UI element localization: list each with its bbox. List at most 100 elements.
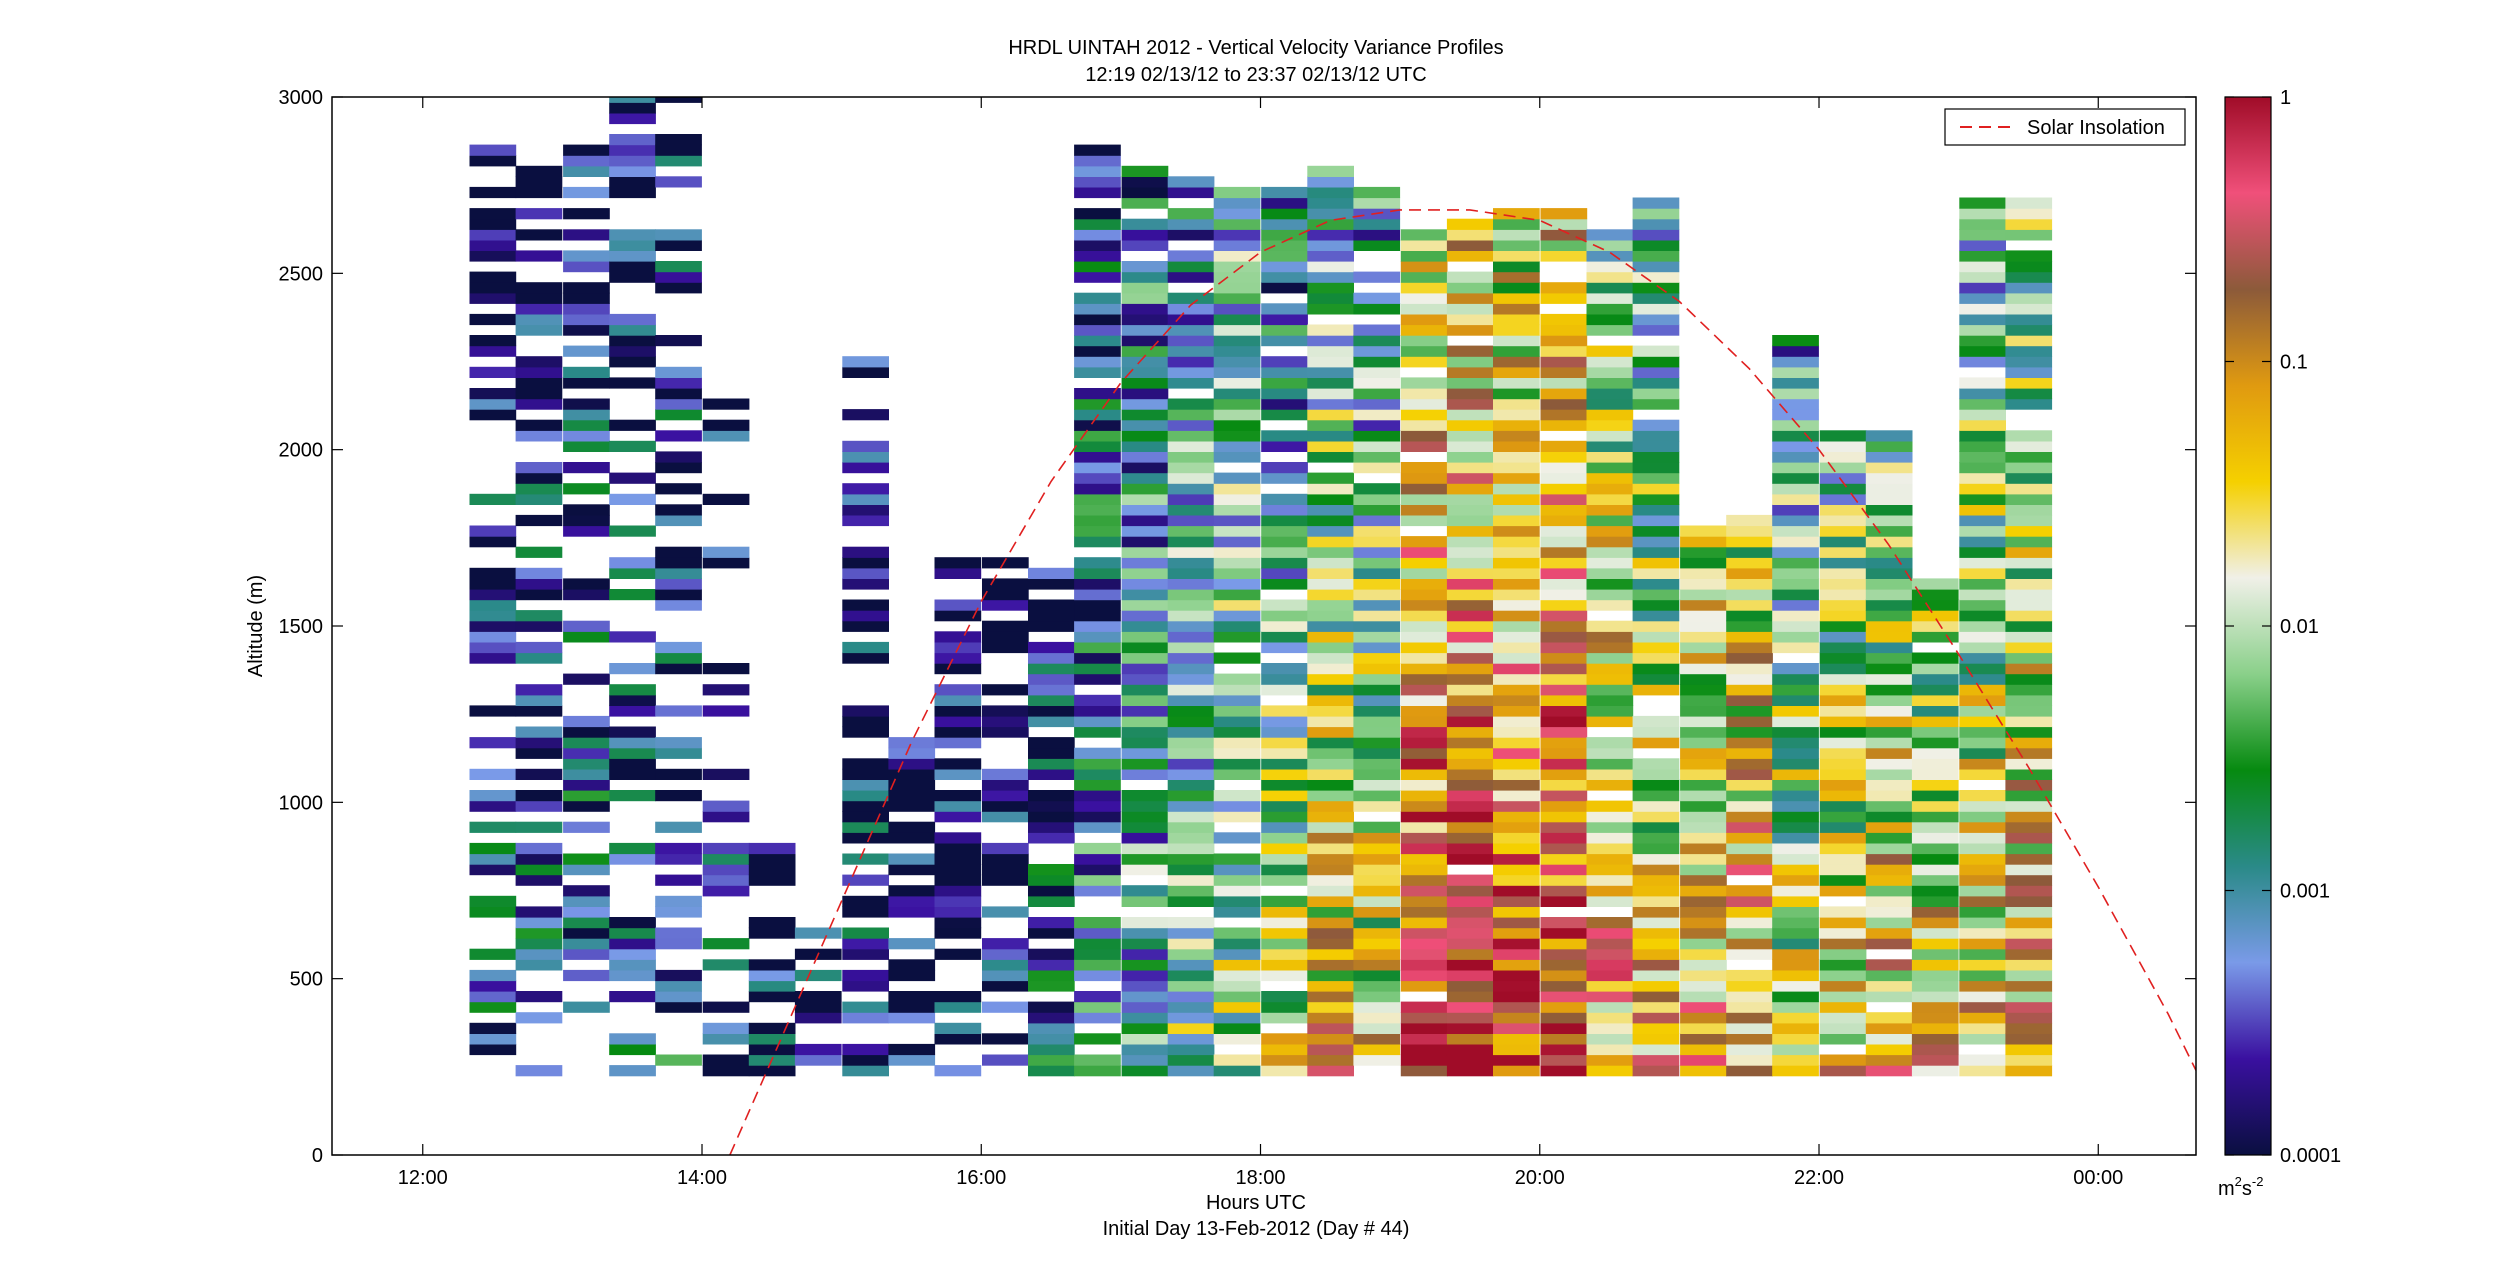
heatmap-cell (1819, 620, 1867, 632)
heatmap-cell (1772, 779, 1819, 791)
heatmap-cell (1680, 1054, 1727, 1066)
heatmap-cell (1307, 906, 1354, 918)
heatmap-cell (1540, 1065, 1588, 1077)
heatmap-cell (1353, 927, 1401, 939)
heatmap-cell (1632, 483, 1680, 495)
heatmap-cell (1586, 737, 1634, 749)
heatmap-cell (2005, 1012, 2053, 1024)
heatmap-cell (609, 1065, 656, 1077)
heatmap-cell (469, 144, 517, 156)
heatmap-cell (1261, 208, 1308, 220)
heatmap-cell (1074, 504, 1121, 516)
heatmap-cell (1586, 514, 1634, 527)
heatmap-cell (1493, 620, 1540, 632)
heatmap-cell (1680, 641, 1727, 654)
heatmap-cell (515, 906, 563, 918)
heatmap-cell (1632, 303, 1680, 315)
heatmap-cell (1493, 811, 1540, 823)
heatmap-cell (1911, 842, 1959, 855)
heatmap-cell (1493, 663, 1540, 675)
heatmap-cell (563, 747, 610, 759)
heatmap-cell (1167, 483, 1215, 495)
heatmap-cell (842, 938, 889, 950)
heatmap-cells (469, 97, 2053, 1077)
heatmap-cell (1540, 821, 1588, 833)
heatmap-cell (563, 737, 610, 749)
heatmap-cell (1400, 261, 1448, 273)
heatmap-cell (1307, 864, 1354, 876)
heatmap-cell (2005, 261, 2053, 273)
heatmap-cell (1307, 388, 1354, 400)
heatmap-cell (1167, 335, 1215, 347)
heatmap-cell (1261, 303, 1308, 315)
heatmap-cell (1680, 525, 1727, 537)
heatmap-cell (1959, 419, 2006, 431)
heatmap-cell (888, 832, 936, 844)
heatmap-cell (609, 938, 656, 950)
heatmap-cell (1959, 821, 2006, 833)
heatmap-cell (1586, 631, 1634, 643)
heatmap-cell (1819, 567, 1867, 579)
heatmap-cell (1586, 356, 1634, 368)
heatmap-cell (609, 991, 656, 1003)
heatmap-cell (1911, 768, 1959, 780)
heatmap-cell (1028, 610, 1075, 622)
heatmap-cell (1586, 959, 1634, 971)
heatmap-cell (1959, 853, 2006, 865)
heatmap-cell (1680, 620, 1727, 632)
heatmap-cell (1307, 779, 1354, 791)
unit-s: s (2242, 1178, 2252, 1200)
heatmap-cell (1493, 832, 1540, 844)
heatmap-cell (1074, 239, 1121, 251)
heatmap-cell (1261, 938, 1308, 950)
heatmap-cell (1167, 324, 1215, 336)
heatmap-cell (1493, 959, 1540, 971)
heatmap-cell (1167, 409, 1215, 421)
heatmap-cell (1726, 853, 1773, 865)
heatmap-cell (655, 874, 702, 886)
heatmap-cell (1446, 546, 1494, 558)
heatmap-cell (888, 906, 936, 918)
heatmap-cell (934, 1033, 982, 1045)
heatmap-cell (1074, 663, 1121, 675)
heatmap-cell (1400, 652, 1448, 664)
heatmap-cell (1121, 842, 1169, 855)
heatmap-cell (563, 440, 610, 452)
heatmap-cell (1400, 1001, 1448, 1013)
heatmap-cell (1028, 980, 1075, 992)
heatmap-cell (1353, 768, 1401, 780)
heatmap-cell (982, 599, 1029, 611)
heatmap-cell (1307, 832, 1354, 844)
heatmap-cell (1586, 842, 1634, 855)
heatmap-cell (609, 112, 656, 125)
heatmap-cell (702, 853, 750, 865)
heatmap-cell (655, 557, 702, 569)
heatmap-cell (1353, 525, 1401, 537)
heatmap-cell (1446, 747, 1494, 759)
heatmap-cell (1586, 864, 1634, 876)
colorbar-tick-label: 1 (2280, 87, 2291, 109)
heatmap-cell (1307, 197, 1354, 209)
heatmap-cell (1726, 980, 1773, 992)
heatmap-cell (1632, 388, 1680, 400)
heatmap-cell (1680, 589, 1727, 601)
heatmap-cell (1772, 747, 1819, 759)
x-axis: 12:00 14:00 16:00 18:00 20:00 22:00 00:00 (398, 97, 2123, 1189)
heatmap-cell (1680, 715, 1727, 728)
heatmap-cell (888, 790, 936, 802)
heatmap-cell (1959, 409, 2006, 421)
heatmap-cell (609, 927, 656, 939)
heatmap-cell (842, 874, 889, 886)
heatmap-cell (1167, 842, 1215, 855)
heatmap-cell (1726, 1033, 1773, 1045)
heatmap-cell (1121, 631, 1169, 643)
heatmap-cell (1167, 1043, 1215, 1056)
heatmap-cell (1353, 229, 1401, 241)
heatmap-cell (1959, 1054, 2006, 1066)
heatmap-cell (1680, 779, 1727, 791)
heatmap-cell (1353, 980, 1401, 992)
heatmap-cell (1540, 419, 1588, 431)
heatmap-cell (842, 504, 889, 516)
heatmap-cell (934, 694, 982, 706)
heatmap-cell (1261, 218, 1308, 230)
